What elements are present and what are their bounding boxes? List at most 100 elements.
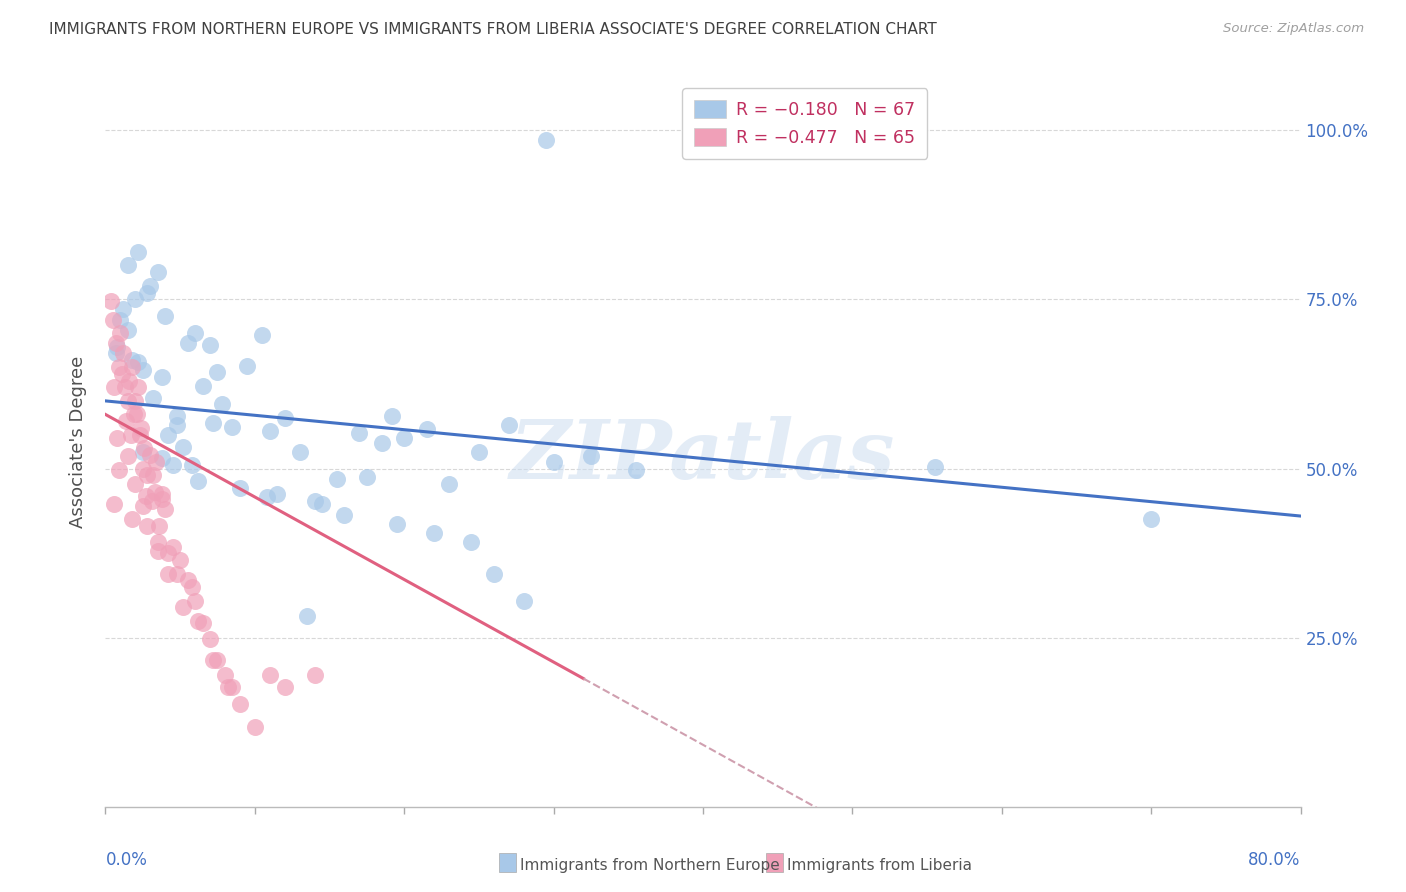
Point (349, 426, 371, 441)
Point (112, 302, 135, 317)
Y-axis label: Associate's Degree: Associate's Degree (69, 355, 87, 528)
Point (202, 416, 225, 430)
Point (162, 540, 184, 554)
Point (150, 370, 173, 384)
Point (135, 489, 157, 503)
Point (155, 310, 177, 324)
Point (115, 414, 138, 428)
Legend: R = −0.180   N = 67, R = −0.477   N = 65: R = −0.180 N = 67, R = −0.477 N = 65 (682, 88, 928, 159)
Point (146, 265, 169, 279)
Point (121, 359, 143, 374)
Point (139, 278, 162, 293)
Point (304, 494, 326, 508)
Point (423, 526, 446, 541)
Point (191, 615, 214, 630)
Point (513, 593, 536, 607)
Point (266, 487, 288, 501)
Point (207, 366, 229, 380)
Point (356, 469, 378, 483)
Point (534, 133, 557, 147)
Point (127, 354, 149, 368)
Point (136, 285, 159, 300)
Point (150, 487, 173, 501)
Point (181, 580, 204, 594)
Point (1140, 512, 1163, 526)
Point (288, 444, 311, 458)
Point (110, 326, 132, 341)
Point (117, 393, 139, 408)
Point (311, 497, 333, 511)
Point (437, 476, 460, 491)
Point (122, 408, 145, 422)
Point (128, 427, 150, 442)
Point (148, 519, 170, 533)
Text: 80.0%: 80.0% (1249, 851, 1301, 869)
Point (127, 244, 149, 259)
Point (121, 512, 143, 526)
Point (198, 632, 221, 647)
Point (304, 668, 326, 682)
Point (198, 338, 221, 352)
Point (117, 323, 139, 337)
Point (256, 490, 278, 504)
Point (624, 463, 647, 477)
Point (184, 593, 207, 607)
Point (139, 448, 162, 462)
Point (150, 451, 173, 466)
Point (460, 534, 482, 549)
Point (142, 391, 165, 405)
Point (107, 431, 129, 445)
Text: Immigrants from Liberia: Immigrants from Liberia (787, 858, 973, 872)
Point (236, 359, 259, 373)
Point (207, 652, 229, 666)
Point (333, 508, 356, 522)
Point (243, 720, 266, 734)
Point (252, 327, 274, 342)
Point (103, 380, 125, 394)
Point (221, 419, 243, 434)
Point (146, 544, 169, 558)
Point (117, 259, 139, 273)
Point (157, 566, 180, 581)
Point (172, 600, 194, 615)
Point (157, 546, 180, 560)
Point (273, 680, 295, 694)
Point (381, 409, 404, 423)
Point (415, 422, 437, 436)
Point (229, 698, 252, 712)
Point (129, 421, 153, 435)
Point (169, 553, 191, 567)
Point (136, 519, 159, 533)
Point (259, 668, 281, 682)
Point (114, 380, 136, 394)
Point (108, 359, 131, 374)
Point (124, 393, 146, 408)
Point (172, 440, 194, 454)
Point (150, 492, 173, 507)
Point (371, 436, 394, 450)
Point (166, 409, 188, 423)
Point (191, 379, 214, 393)
Point (104, 346, 127, 360)
Point (142, 468, 165, 483)
Point (166, 566, 188, 581)
Point (118, 374, 141, 388)
Point (187, 614, 209, 628)
Point (176, 574, 198, 588)
Point (326, 472, 349, 486)
Text: Immigrants from Northern Europe: Immigrants from Northern Europe (520, 858, 780, 872)
Point (202, 652, 225, 666)
Point (101, 312, 124, 326)
Point (120, 427, 142, 442)
Point (103, 497, 125, 511)
Point (187, 474, 209, 488)
Point (107, 340, 129, 354)
Point (132, 444, 155, 458)
Point (143, 485, 166, 500)
Point (468, 444, 491, 458)
Text: ZIPatlas: ZIPatlas (510, 417, 896, 496)
Point (155, 502, 177, 516)
Point (385, 517, 408, 532)
Point (100, 293, 122, 308)
Point (146, 534, 169, 549)
